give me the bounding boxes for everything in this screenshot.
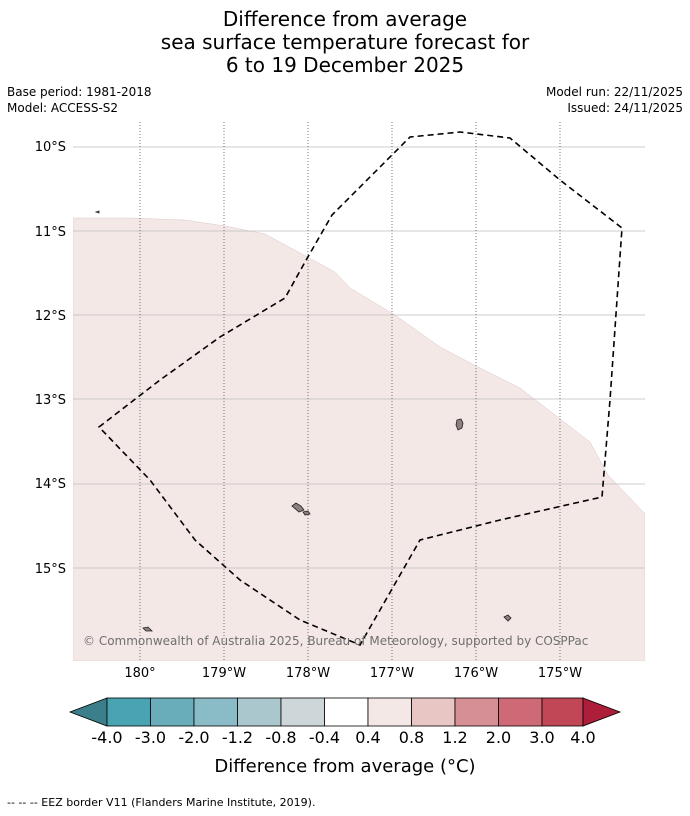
base-period: Base period: 1981-2018 [7,85,152,99]
island-wallis [455,418,464,431]
colorbar-tick: -0.4 [309,728,340,747]
colorbar-extend-high [582,697,622,727]
colorbar-title: Difference from average (°C) [214,756,475,777]
title-line-3: 6 to 19 December 2025 [225,53,465,77]
title-line-2: sea surface temperature forecast for [160,30,530,54]
colorbar-tick: -4.0 [91,728,122,747]
meta-right: Model run: 22/11/2025 Issued: 24/11/2025 [546,84,683,116]
lat-label: 11°S [35,225,66,240]
colorbar-bin [367,697,412,727]
meta-left: Base period: 1981-2018 Model: ACCESS-S2 [7,84,152,116]
colorbar-bin [106,697,151,727]
lat-label: 10°S [35,140,66,155]
colorbar-tick: -1.2 [222,728,253,747]
colorbar-tick: 4.0 [570,728,595,747]
model-run: Model run: 22/11/2025 [545,85,683,99]
colorbar-bin [324,697,369,727]
colorbar-bin [150,697,195,727]
title-line-1: Difference from average [222,7,468,31]
island-south [503,614,512,622]
lat-label: 15°S [35,562,66,577]
lon-label: 178°W [286,666,330,681]
colorbar-tick: 3.0 [529,728,554,747]
colorbar-bin [541,697,584,727]
colorbar-bin [454,697,499,727]
lat-labels: 10°S 11°S 12°S 13°S 14°S 15°S [35,140,66,577]
lat-label: 13°S [35,393,66,408]
lon-label: 179°W [202,666,246,681]
lon-label: 180° [124,666,155,681]
island-southwest [142,626,153,632]
colorbar-tick: -0.8 [265,728,296,747]
lat-gridlines [73,146,645,569]
colorbar-tick: -3.0 [135,728,166,747]
island-northwest [94,210,100,214]
copyright-notice: © Commonwealth of Australia 2025, Bureau… [83,634,588,648]
sst-anomaly-region [73,217,645,661]
island-futuna [291,502,305,513]
eez-border [97,131,623,647]
colorbar-tick: 0.4 [355,728,380,747]
island-alofi [302,510,311,516]
colorbar-bin [498,697,543,727]
colorbar-tick: 1.2 [442,728,467,747]
colorbar-tick: 0.8 [399,728,424,747]
lat-label: 14°S [35,477,66,492]
lon-label: 177°W [370,666,414,681]
colorbar-extend-low [68,697,108,727]
eez-footnote: -- -- -- EEZ border V11 (Flanders Marine… [7,796,316,809]
colorbar-tick: 2.0 [486,728,511,747]
colorbar-tick: -2.0 [178,728,209,747]
chart-title: Difference from average sea surface temp… [0,8,690,77]
model-name: Model: ACCESS-S2 [7,101,119,115]
islands [94,210,512,632]
lon-labels: 180° 179°W 178°W 177°W 176°W 175°W [124,666,582,681]
colorbar-ticks: -4.0 -3.0 -2.0 -1.2 -0.8 -0.4 0.4 0.8 1.… [91,728,595,747]
lat-label: 12°S [35,309,66,324]
colorbar-bin [193,697,238,727]
colorbar-bin [411,697,456,727]
colorbar-bin [280,697,325,727]
lon-label: 176°W [454,666,498,681]
colorbar-bin [237,697,282,727]
issued-date: Issued: 24/11/2025 [567,101,683,115]
colorbar [68,697,622,727]
lon-label: 175°W [538,666,582,681]
